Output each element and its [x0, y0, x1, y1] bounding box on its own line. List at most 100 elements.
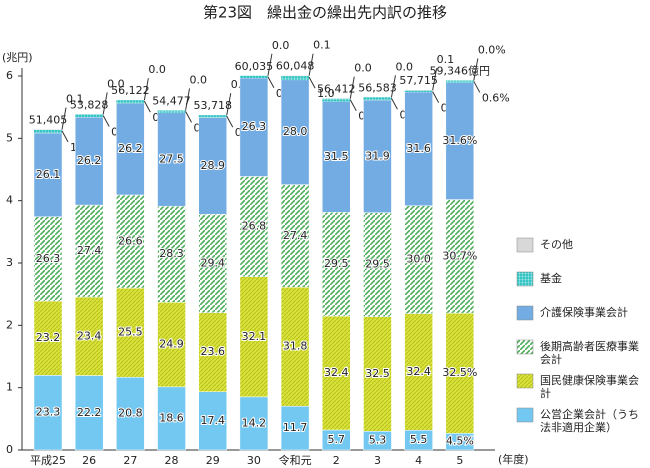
- bar-segment: [445, 199, 475, 314]
- x-tick-label: 4: [415, 454, 422, 467]
- total-label: 53,718: [193, 99, 232, 112]
- y-tick-label: 5: [6, 131, 13, 144]
- bar-segment: [157, 386, 186, 451]
- bar-segment: [280, 405, 310, 451]
- value-label: 23.6: [200, 345, 225, 358]
- bar-segment: [198, 312, 227, 392]
- value-label: 0.1: [313, 39, 331, 52]
- legend-label: 国民健康保険事業会計: [540, 374, 639, 400]
- leader: [267, 53, 273, 76]
- legend-swatch: [516, 339, 534, 355]
- value-label: 30.0: [406, 253, 431, 266]
- value-label: 14.2: [242, 416, 267, 429]
- bar-segment: [198, 115, 227, 118]
- bar-segment: [34, 129, 62, 134]
- value-label: 0.0: [190, 73, 208, 86]
- chart-title: 第23図 繰出金の繰出先内訳の推移: [203, 4, 447, 22]
- legend-swatch: [516, 305, 534, 321]
- bar-segment: [116, 100, 145, 104]
- bar-segment: [445, 312, 475, 434]
- value-label: 23.4: [77, 329, 102, 342]
- y-unit: (兆円): [2, 51, 33, 64]
- value-label: 31.6: [406, 142, 431, 155]
- leader: [391, 98, 398, 110]
- y-tick-label: 3: [6, 256, 13, 269]
- leader: [102, 115, 110, 127]
- value-label: 26.1: [36, 168, 61, 181]
- y-tick-label: 0: [6, 443, 13, 456]
- bar-segment: [322, 315, 351, 431]
- bar-segment: [239, 276, 269, 398]
- bar-segment: [445, 82, 475, 200]
- leader: [226, 93, 232, 116]
- y-tick-label: 2: [6, 318, 13, 331]
- value-label: 27.5: [159, 152, 184, 165]
- leader: [226, 115, 234, 128]
- value-label: 5.5: [410, 433, 428, 446]
- leader: [185, 88, 191, 111]
- legend-label: 介護保険事業会計: [540, 306, 628, 319]
- value-label: 28.3: [159, 247, 184, 260]
- y-tick-label: 4: [6, 194, 13, 207]
- bar-segment: [198, 117, 227, 215]
- value-label: 0.0: [107, 77, 125, 90]
- value-label: 0.1: [437, 53, 455, 66]
- leader: [185, 111, 192, 123]
- legend-label: 公営企業会計（うち法非適用企業）: [540, 408, 639, 434]
- value-label: 32.4: [406, 365, 431, 378]
- legend-swatch: [516, 373, 534, 389]
- x-tick-label: 28: [165, 454, 179, 467]
- bar-segment: [33, 300, 63, 376]
- bar-segment: [198, 214, 227, 313]
- value-label: 28.9: [200, 159, 225, 172]
- value-label: 0.0: [148, 63, 166, 76]
- bar-segment: [157, 110, 186, 113]
- value-label: 31.9: [365, 149, 390, 162]
- bar-segment: [74, 296, 104, 376]
- x-tick-label: 2: [333, 454, 340, 467]
- bar-segment: [280, 79, 310, 185]
- value-label: 18.6: [159, 411, 184, 424]
- value-label: 4.5%: [446, 435, 474, 448]
- total-label: 60,035: [235, 60, 274, 73]
- x-unit: (年度): [498, 452, 529, 466]
- value-label: 1.0: [317, 87, 335, 100]
- value-label: 27.4: [283, 229, 308, 242]
- leader: [143, 78, 149, 101]
- legend-label: 後期高齢者医療事業会計: [540, 340, 639, 366]
- leader: [61, 107, 67, 130]
- bar-segment: [322, 101, 351, 213]
- x-tick-label: 3: [374, 454, 381, 467]
- value-label: 26.8: [242, 220, 267, 233]
- value-label: 0.6%: [482, 91, 510, 104]
- x-tick-label: 27: [123, 454, 137, 467]
- bar-segment: [33, 216, 63, 302]
- leader: [102, 92, 108, 115]
- value-label: 0.1: [66, 93, 84, 106]
- x-tick-label: 30: [247, 454, 261, 467]
- leader: [61, 130, 69, 143]
- leader: [349, 99, 357, 111]
- bar-segment: [404, 91, 433, 206]
- bar-segment: [363, 316, 392, 432]
- value-label: 23.3: [36, 406, 61, 419]
- bar-segment: [363, 99, 392, 213]
- value-label: 0.0%: [478, 43, 506, 56]
- total-label: 54,477: [152, 94, 191, 107]
- x-tick-label: 平成25: [30, 454, 66, 467]
- value-label: 26.2: [77, 154, 102, 167]
- value-label: 26.3: [36, 252, 61, 265]
- y-tick-label: 6: [6, 69, 13, 82]
- legend-swatch: [516, 407, 534, 423]
- bar-segment: [445, 80, 474, 83]
- legend-label: その他: [540, 238, 573, 251]
- value-label: 26.6: [118, 235, 143, 248]
- value-label: 5.3: [369, 434, 387, 447]
- x-tick-label: 29: [206, 454, 220, 467]
- leader: [349, 76, 355, 99]
- leader: [432, 68, 438, 91]
- bar-segment: [116, 194, 145, 289]
- bar-segment: [322, 212, 351, 317]
- leader: [267, 76, 275, 89]
